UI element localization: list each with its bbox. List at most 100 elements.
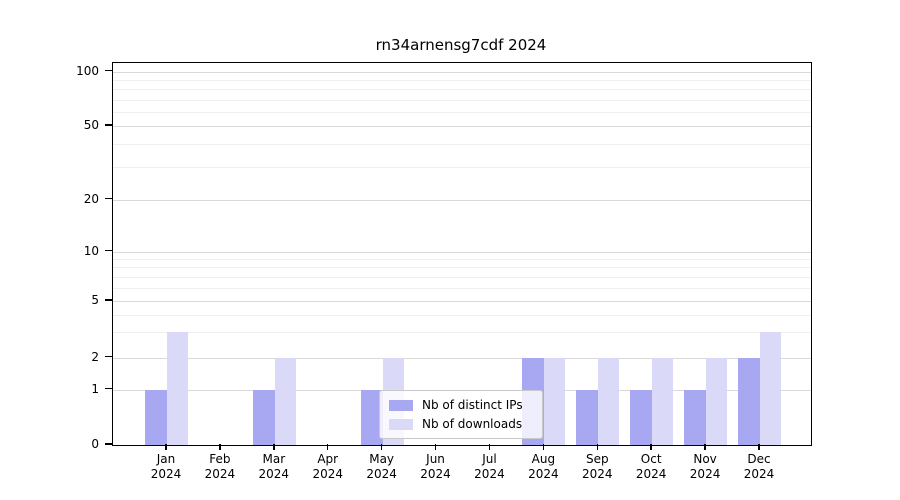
bar-downloads bbox=[544, 357, 566, 445]
legend: Nb of distinct IPs Nb of downloads bbox=[379, 390, 543, 439]
minor-gridline bbox=[113, 314, 811, 316]
y-tick-mark bbox=[105, 197, 112, 200]
legend-swatch-downloads bbox=[389, 418, 413, 430]
x-tick-label: Jun 2024 bbox=[408, 452, 464, 482]
major-gridline bbox=[113, 357, 811, 359]
bar-distinct-ips bbox=[252, 389, 275, 445]
x-tick-mark bbox=[219, 444, 221, 450]
legend-row: Nb of downloads bbox=[389, 416, 533, 431]
bar-downloads bbox=[652, 357, 674, 445]
x-tick-label: May 2024 bbox=[354, 452, 410, 482]
x-tick-label: Mar 2024 bbox=[246, 452, 302, 482]
minor-gridline bbox=[113, 79, 811, 81]
x-tick-label-line: 2024 bbox=[312, 467, 343, 481]
x-tick-mark bbox=[758, 444, 760, 450]
major-gridline bbox=[113, 301, 811, 302]
major-gridline bbox=[113, 251, 811, 253]
x-tick-label: Feb 2024 bbox=[192, 452, 248, 482]
bar-downloads bbox=[274, 357, 296, 445]
legend-row: Nb of distinct IPs bbox=[389, 397, 533, 412]
y-tick-mark bbox=[105, 355, 112, 358]
bar-downloads bbox=[167, 332, 188, 445]
bar-distinct-ips bbox=[684, 389, 707, 445]
bar-downloads bbox=[706, 357, 728, 445]
x-tick-label: Jan 2024 bbox=[138, 452, 194, 482]
legend-label: Nb of distinct IPs bbox=[422, 397, 523, 412]
x-tick-label: Dec 2024 bbox=[731, 452, 787, 482]
bar-distinct-ips bbox=[630, 389, 653, 445]
bar-distinct-ips bbox=[360, 389, 383, 445]
minor-gridline bbox=[113, 267, 811, 269]
y-tick-label: 20 bbox=[83, 191, 99, 206]
x-tick-label: Jul 2024 bbox=[461, 452, 517, 482]
x-tick-label-line: May bbox=[369, 452, 395, 466]
x-tick-mark bbox=[542, 444, 545, 450]
minor-gridline bbox=[113, 332, 811, 334]
bar-downloads bbox=[759, 332, 781, 445]
x-tick-label-line: Aug bbox=[531, 452, 556, 466]
x-tick-label-line: 2024 bbox=[474, 467, 505, 481]
x-tick-mark bbox=[380, 444, 383, 450]
x-tick-label-line: 2024 bbox=[258, 467, 290, 481]
x-tick-mark bbox=[273, 444, 275, 450]
x-tick-label-line: Dec bbox=[747, 452, 771, 466]
minor-gridline bbox=[113, 259, 811, 261]
y-tick-mark bbox=[105, 69, 112, 72]
y-tick-mark bbox=[105, 443, 112, 445]
x-tick-mark bbox=[326, 444, 329, 450]
x-tick-label-line: Jun bbox=[426, 452, 445, 466]
x-tick-label-line: 2024 bbox=[366, 467, 397, 481]
x-tick-label-line: 2024 bbox=[204, 467, 236, 481]
chart-title: rn34arnensg7cdf 2024 bbox=[375, 36, 547, 54]
bar-distinct-ips bbox=[145, 389, 167, 445]
y-tick-mark bbox=[105, 387, 112, 390]
x-tick-label: Aug 2024 bbox=[515, 452, 571, 482]
x-tick-label-line: Nov bbox=[693, 452, 717, 466]
legend-swatch-distinct-ips bbox=[389, 399, 413, 411]
y-tick-label: 50 bbox=[83, 118, 99, 132]
bar-distinct-ips bbox=[576, 389, 599, 445]
x-tick-label-line: Oct bbox=[640, 452, 662, 466]
minor-gridline bbox=[113, 143, 811, 145]
x-tick-label-line: 2024 bbox=[743, 467, 775, 481]
y-tick-label: 1 bbox=[91, 381, 99, 396]
x-tick-label-line: 2024 bbox=[420, 467, 451, 481]
x-tick-mark bbox=[596, 444, 599, 450]
minor-gridline bbox=[113, 111, 811, 113]
minor-gridline bbox=[113, 276, 811, 278]
y-tick-label: 5 bbox=[91, 293, 99, 307]
x-tick-label-line: 2024 bbox=[581, 467, 613, 481]
x-tick-label: Apr 2024 bbox=[300, 452, 356, 482]
minor-gridline bbox=[113, 89, 811, 91]
x-tick-label-line: Feb bbox=[209, 452, 231, 466]
x-tick-label-line: Sep bbox=[585, 452, 609, 466]
x-tick-label: Sep 2024 bbox=[569, 452, 625, 482]
major-gridline bbox=[113, 126, 811, 127]
x-tick-mark bbox=[165, 444, 167, 450]
major-gridline bbox=[113, 199, 811, 201]
minor-gridline bbox=[113, 287, 811, 289]
x-tick-mark bbox=[650, 444, 652, 450]
y-tick-mark bbox=[105, 249, 112, 252]
y-tick-label: 10 bbox=[83, 243, 99, 258]
y-tick-label: 0 bbox=[91, 437, 99, 451]
x-tick-mark bbox=[704, 444, 706, 450]
x-tick-label-line: 2024 bbox=[528, 467, 559, 481]
major-gridline bbox=[113, 71, 811, 73]
y-tick-mark bbox=[105, 299, 112, 301]
x-tick-label-line: Jan bbox=[156, 452, 176, 466]
legend-label: Nb of downloads bbox=[422, 416, 523, 431]
x-tick-label-line: 2024 bbox=[689, 467, 721, 481]
bar-downloads bbox=[598, 357, 620, 445]
x-tick-label-line: 2024 bbox=[635, 467, 667, 481]
plot-area bbox=[112, 62, 812, 446]
minor-gridline bbox=[113, 99, 811, 101]
y-tick-label: 100 bbox=[76, 63, 99, 78]
x-tick-label-line: Jul bbox=[482, 452, 497, 466]
x-tick-label-line: Mar bbox=[262, 452, 286, 466]
minor-gridline bbox=[113, 166, 811, 168]
x-tick-mark bbox=[434, 444, 437, 450]
x-tick-label: Nov 2024 bbox=[677, 452, 733, 482]
x-tick-label-line: Apr bbox=[317, 452, 339, 466]
